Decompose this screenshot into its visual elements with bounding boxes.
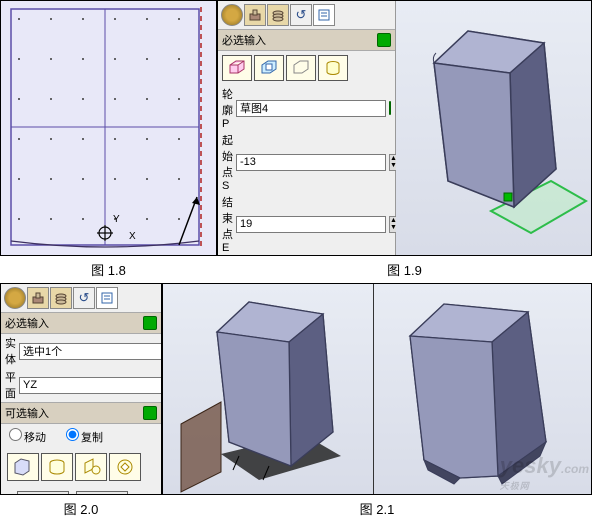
- body-input[interactable]: [19, 343, 162, 360]
- globe-icon-2[interactable]: [4, 287, 26, 309]
- mirror-type-3-icon[interactable]: [75, 453, 107, 481]
- mirror-type-2-icon[interactable]: [41, 453, 73, 481]
- optional-label: 可选输入: [5, 405, 49, 421]
- stamp-icon[interactable]: [244, 4, 266, 26]
- extrude-cut-icon[interactable]: [254, 55, 284, 81]
- cancel-button[interactable]: 取消: [76, 491, 128, 495]
- globe-icon[interactable]: [221, 4, 243, 26]
- viewport-2-0[interactable]: [163, 284, 373, 494]
- end-label: 结束点 E: [222, 194, 233, 254]
- profile-input[interactable]: [236, 100, 386, 117]
- stamp-icon-2[interactable]: [27, 287, 49, 309]
- extrude-thin-icon[interactable]: [286, 55, 316, 81]
- profile-label: 轮廓 P: [222, 86, 233, 130]
- sketch-svg: Y X: [1, 1, 217, 256]
- ok-button[interactable]: 确定: [17, 491, 69, 495]
- figure-2-0-panel: ↺ 必选输入 实体 平面 可选输入: [0, 283, 162, 495]
- caption-2-0: 图 2.0: [0, 495, 162, 522]
- mirror-panel: ↺ 必选输入 实体 平面 可选输入: [1, 284, 161, 494]
- required-input-header: 必选输入: [218, 29, 395, 51]
- radio-move-label[interactable]: 移动: [9, 428, 46, 445]
- note-icon-2[interactable]: [96, 287, 118, 309]
- go-button-2[interactable]: [143, 316, 157, 330]
- extrude-panel: ↺ 必选输入 轮廓 P: [218, 1, 396, 255]
- required-label: 必选输入: [222, 32, 266, 48]
- svg-text:Y: Y: [113, 214, 120, 225]
- radio-copy[interactable]: [66, 428, 79, 441]
- caption-2-1: 图 2.1: [162, 495, 592, 522]
- svg-text:X: X: [129, 231, 136, 242]
- start-label: 起始点 S: [222, 132, 233, 192]
- model-2-1: [374, 284, 591, 494]
- stack-icon[interactable]: [267, 4, 289, 26]
- start-input[interactable]: [236, 154, 386, 171]
- viewport-2-1[interactable]: yesky.com 天极网: [373, 284, 591, 494]
- radio-move[interactable]: [9, 428, 22, 441]
- profile-go[interactable]: [389, 101, 391, 115]
- caption-1-9: 图 1.9: [217, 256, 592, 283]
- stack-icon-2[interactable]: [50, 287, 72, 309]
- figure-1-8: Y X: [0, 0, 217, 256]
- rotate-icon[interactable]: ↺: [290, 4, 312, 26]
- plane-label: 平面: [5, 369, 16, 401]
- extrude-cyl-icon[interactable]: [318, 55, 348, 81]
- button-row: 确定 取消: [1, 485, 161, 495]
- mirror-type-4-icon[interactable]: [109, 453, 141, 481]
- optional-header: 可选输入: [1, 402, 161, 424]
- mirror-type-1-icon[interactable]: [7, 453, 39, 481]
- radio-copy-label[interactable]: 复制: [66, 428, 103, 445]
- model-1-9: [396, 1, 591, 255]
- viewport-1-9[interactable]: [396, 1, 591, 255]
- panel-toolbar: ↺: [218, 1, 395, 29]
- required-label-2: 必选输入: [5, 315, 49, 331]
- required-header-2: 必选输入: [1, 312, 161, 334]
- rotate-icon-2[interactable]: ↺: [73, 287, 95, 309]
- figure-2-viewports: yesky.com 天极网: [162, 283, 592, 495]
- end-input[interactable]: [236, 216, 386, 233]
- body-label: 实体: [5, 335, 16, 367]
- extrude-block-icon[interactable]: [222, 55, 252, 81]
- go-button[interactable]: [377, 33, 391, 47]
- plane-input[interactable]: [19, 377, 162, 394]
- note-icon[interactable]: [313, 4, 335, 26]
- model-2-0: [163, 284, 373, 494]
- panel-toolbar-2: ↺: [1, 284, 161, 312]
- extrude-type-row: [218, 51, 395, 85]
- go-button-3[interactable]: [143, 406, 157, 420]
- radio-row: 移动 复制: [1, 424, 161, 449]
- caption-1-8: 图 1.8: [0, 256, 217, 283]
- sketch-canvas[interactable]: Y X: [1, 1, 216, 255]
- figure-1-9: ↺ 必选输入 轮廓 P: [217, 0, 592, 256]
